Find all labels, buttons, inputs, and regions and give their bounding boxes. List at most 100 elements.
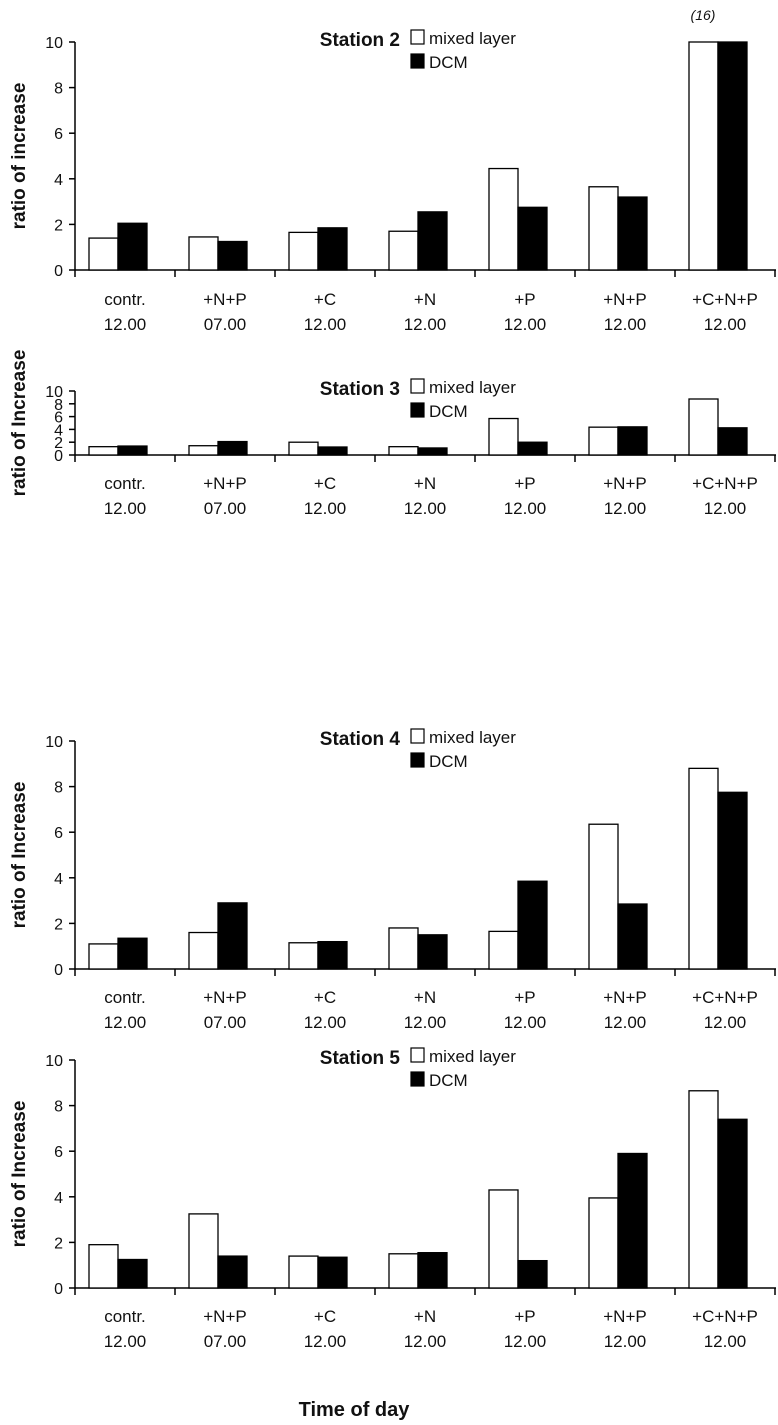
y-tick-label: 10 bbox=[45, 1053, 63, 1070]
x-category-time-label: 12.00 bbox=[704, 1013, 747, 1032]
bar-mixed-layer-2 bbox=[288, 231, 319, 271]
x-category-time-label: 12.00 bbox=[704, 315, 747, 334]
bar-mixed-layer-6 bbox=[688, 767, 719, 970]
x-category-label: +N bbox=[414, 474, 436, 493]
bar-dcm-3 bbox=[417, 211, 448, 271]
legend-swatch-mixed-layer bbox=[410, 378, 425, 394]
y-tick-label: 4 bbox=[54, 422, 63, 439]
x-category-time-label: 12.00 bbox=[604, 1332, 647, 1351]
bar-mixed-layer-0 bbox=[88, 446, 119, 456]
x-category-label: +C+N+P bbox=[692, 474, 758, 493]
x-category-label: +N+P bbox=[603, 474, 646, 493]
bar-dcm-0 bbox=[117, 445, 148, 456]
bar-dcm-4 bbox=[517, 441, 548, 456]
legend-label-mixed-layer: mixed layer bbox=[429, 378, 516, 397]
x-category-label: +N+P bbox=[203, 1307, 246, 1326]
y-tick-label: 6 bbox=[54, 410, 63, 427]
legend-label-dcm: DCM bbox=[429, 402, 468, 421]
x-category-time-label: 12.00 bbox=[504, 315, 547, 334]
x-category-time-label: 12.00 bbox=[304, 1332, 347, 1351]
bar-mixed-layer-1 bbox=[188, 236, 219, 271]
x-category-time-label: 12.00 bbox=[504, 1332, 547, 1351]
x-category-label: +N+P bbox=[603, 1307, 646, 1326]
legend-label-dcm: DCM bbox=[429, 752, 468, 771]
bar-mixed-layer-6 bbox=[688, 1090, 719, 1289]
bar-mixed-layer-1 bbox=[188, 931, 219, 970]
x-category-label: +P bbox=[514, 290, 535, 309]
x-category-time-label: 12.00 bbox=[404, 315, 447, 334]
bar-dcm-3 bbox=[417, 447, 448, 456]
bar-mixed-layer-0 bbox=[88, 237, 119, 271]
y-tick-label: 4 bbox=[54, 871, 63, 888]
y-axis-label: ratio of Increase bbox=[9, 350, 30, 497]
x-category-label: +C bbox=[314, 1307, 336, 1326]
bar-mixed-layer-5 bbox=[588, 186, 619, 271]
x-category-time-label: 12.00 bbox=[504, 499, 547, 518]
legend-swatch-dcm bbox=[410, 402, 425, 418]
y-tick-label: 0 bbox=[54, 962, 63, 979]
chart-title: Station 4 bbox=[320, 729, 401, 750]
chart-title: Station 5 bbox=[320, 1048, 401, 1069]
bar-mixed-layer-5 bbox=[588, 1197, 619, 1289]
y-tick-label: 6 bbox=[54, 126, 63, 143]
x-category-time-label: 12.00 bbox=[404, 499, 447, 518]
y-axis-label: ratio of Increase bbox=[9, 782, 30, 929]
x-category-time-label: 12.00 bbox=[504, 1013, 547, 1032]
y-tick-label: 10 bbox=[45, 734, 63, 751]
x-category-label: +C+N+P bbox=[692, 1307, 758, 1326]
x-category-label: +C bbox=[314, 290, 336, 309]
x-category-label: +C bbox=[314, 988, 336, 1007]
y-tick-label: 4 bbox=[54, 172, 63, 189]
bar-mixed-layer-4 bbox=[488, 417, 519, 456]
bar-mixed-layer-3 bbox=[388, 446, 419, 456]
x-category-time-label: 12.00 bbox=[304, 499, 347, 518]
bar-dcm-4 bbox=[517, 880, 548, 970]
y-axis-label: ratio of Increase bbox=[9, 1101, 30, 1248]
bar-mixed-layer-6 bbox=[688, 41, 719, 271]
chart-title: Station 3 bbox=[320, 379, 400, 400]
x-category-label: +N bbox=[414, 988, 436, 1007]
legend-label-dcm: DCM bbox=[429, 53, 468, 72]
bar-dcm-3 bbox=[417, 1252, 448, 1289]
bar-mixed-layer-4 bbox=[488, 930, 519, 970]
x-category-label: +P bbox=[514, 1307, 535, 1326]
y-tick-label: 4 bbox=[54, 1190, 63, 1207]
y-tick-label: 2 bbox=[54, 217, 63, 234]
legend-swatch-mixed-layer bbox=[410, 728, 425, 744]
x-category-time-label: 12.00 bbox=[604, 499, 647, 518]
chart-title: Station 2 bbox=[320, 30, 400, 51]
bar-dcm-2 bbox=[317, 1256, 348, 1289]
bar-mixed-layer-0 bbox=[88, 1244, 119, 1289]
legend-swatch-mixed-layer bbox=[410, 29, 425, 45]
bar-mixed-layer-1 bbox=[188, 445, 219, 456]
bar-dcm-5 bbox=[617, 426, 648, 456]
x-category-label: +N+P bbox=[203, 988, 246, 1007]
x-axis-title: Time of day bbox=[299, 1399, 411, 1421]
y-tick-label: 0 bbox=[54, 263, 63, 280]
x-category-time-label: 12.00 bbox=[404, 1013, 447, 1032]
bar-dcm-5 bbox=[617, 1152, 648, 1289]
bar-dcm-1 bbox=[217, 440, 248, 456]
bar-dcm-4 bbox=[517, 1259, 548, 1289]
x-category-time-label: 07.00 bbox=[204, 315, 247, 334]
x-category-label: +N+P bbox=[203, 290, 246, 309]
bar-dcm-3 bbox=[417, 934, 448, 970]
x-category-time-label: 12.00 bbox=[104, 315, 147, 334]
bar-mixed-layer-1 bbox=[188, 1213, 219, 1289]
x-category-label: +N bbox=[414, 1307, 436, 1326]
x-category-time-label: 07.00 bbox=[204, 1013, 247, 1032]
x-category-time-label: 12.00 bbox=[104, 1332, 147, 1351]
y-tick-label: 6 bbox=[54, 825, 63, 842]
y-tick-label: 0 bbox=[54, 448, 63, 465]
x-category-time-label: 07.00 bbox=[204, 499, 247, 518]
bar-dcm-4 bbox=[517, 206, 548, 271]
y-tick-label: 10 bbox=[45, 35, 63, 52]
legend-label-mixed-layer: mixed layer bbox=[429, 1047, 516, 1066]
x-category-label: contr. bbox=[104, 988, 146, 1007]
x-category-time-label: 12.00 bbox=[304, 315, 347, 334]
x-category-label: +C bbox=[314, 474, 336, 493]
legend-swatch-dcm bbox=[410, 752, 425, 768]
x-category-time-label: 12.00 bbox=[104, 499, 147, 518]
